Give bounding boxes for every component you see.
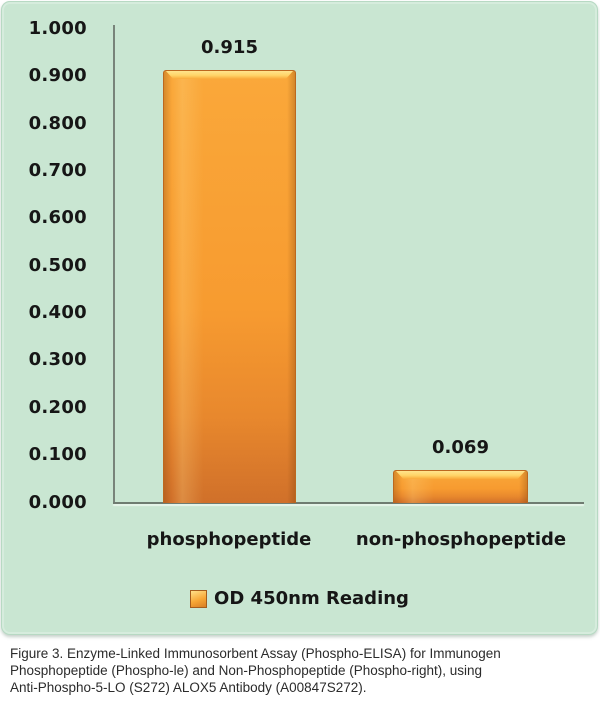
legend: OD 450nm Reading xyxy=(1,588,598,610)
caption-line: Figure 3. Enzyme-Linked Immunosorbent As… xyxy=(10,646,501,661)
bar-group-phosphopeptide: 0.915 xyxy=(163,25,296,503)
bar-group-non-phosphopeptide: 0.069 xyxy=(393,25,528,503)
bar-top-bevel xyxy=(395,471,526,479)
y-axis-tick-label: 0.500 xyxy=(28,254,87,276)
bar-value-label: 0.915 xyxy=(201,37,258,58)
figure-caption: Figure 3. Enzyme-Linked Immunosorbent As… xyxy=(10,645,570,696)
category-label-non-phosphopeptide: non-phosphopeptide xyxy=(355,529,567,550)
y-axis-tick-label: 0.800 xyxy=(28,112,87,134)
y-axis-tick-label: 0.300 xyxy=(28,349,87,371)
bar-non-phosphopeptide xyxy=(393,470,528,503)
y-axis-tick-label: 0.900 xyxy=(28,65,87,87)
y-axis-tick-label: 1.000 xyxy=(28,18,87,39)
y-axis-tick-label: 0.700 xyxy=(28,160,87,182)
x-axis-line xyxy=(113,502,584,504)
y-axis-tick-label: 0.200 xyxy=(28,396,87,418)
bar-top-bevel xyxy=(165,71,294,79)
bar-value-label: 0.069 xyxy=(432,437,489,458)
legend-swatch-icon xyxy=(190,590,208,608)
y-axis-tick-label: 0.600 xyxy=(28,207,87,229)
elisa-bar-chart: 1.000 0.900 0.800 0.700 0.600 0.500 0.400 0.300… xyxy=(1,1,598,635)
y-axis-line xyxy=(113,25,115,504)
caption-line: Phosphopeptide (Phospho-le) and Non-Phos… xyxy=(10,663,483,678)
caption-line: Anti-Phospho-5-LO (S272) ALOX5 Antibody … xyxy=(10,680,367,695)
legend-label: OD 450nm Reading xyxy=(214,588,409,609)
y-axis-tick-label: 0.400 xyxy=(28,302,87,324)
bar-phosphopeptide xyxy=(163,70,296,503)
category-label-phosphopeptide: phosphopeptide xyxy=(146,529,312,550)
y-axis-tick-label: 0.000 xyxy=(28,491,87,513)
y-axis-tick-label: 0.100 xyxy=(28,444,87,466)
